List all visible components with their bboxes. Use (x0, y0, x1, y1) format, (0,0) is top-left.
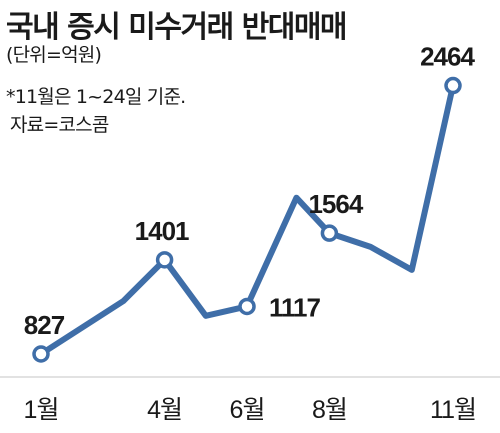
x-tick-label: 11월 (430, 396, 476, 424)
data-label: 1401 (135, 216, 189, 246)
series-line (38, 82, 456, 357)
x-tick-label: 1월 (24, 396, 59, 424)
data-point-marker (155, 251, 174, 269)
unit-label: (단위=억원) (6, 44, 102, 66)
data-label: 1564 (308, 189, 363, 219)
x-tick-label: 6월 (230, 396, 265, 424)
source-label: 자료=코스콤 (10, 114, 109, 136)
chart-title: 국내 증시 미수거래 반대매매 (6, 10, 348, 45)
x-tick-label: 4월 (147, 396, 182, 424)
data-point-marker (320, 224, 339, 242)
data-point-marker (238, 297, 256, 316)
data-point-marker (32, 345, 50, 363)
data-label: 827 (24, 310, 65, 340)
data-label: 1117 (269, 292, 321, 322)
data-point-marker (444, 76, 462, 95)
data-label: 2464 (420, 42, 475, 72)
footnote: *11월은 1~24일 기준. (6, 86, 186, 108)
x-tick-label: 8월 (312, 396, 347, 424)
